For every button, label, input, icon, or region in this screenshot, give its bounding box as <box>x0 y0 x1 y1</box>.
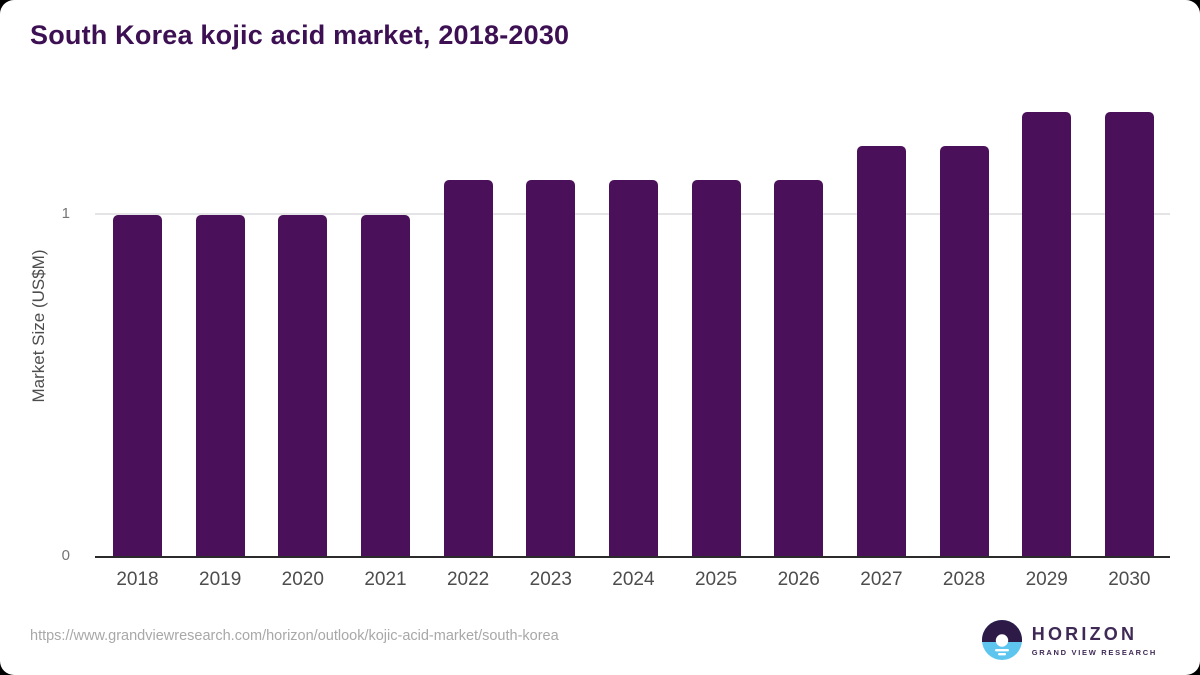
y-tick-label-0: 0 <box>61 547 70 564</box>
bar-2025 <box>691 180 741 556</box>
bar-column-2021: 2021 <box>360 95 410 590</box>
x-tick-label-2018: 2018 <box>116 569 159 590</box>
logo-text: HORIZON GRAND VIEW RESEARCH <box>1032 624 1157 657</box>
bar-column-2027: 2027 <box>856 95 906 590</box>
bar-2019 <box>195 214 245 556</box>
bar-column-2023: 2023 <box>526 95 576 590</box>
source-url: https://www.grandviewresearch.com/horizo… <box>30 628 559 644</box>
x-tick-label-2022: 2022 <box>446 569 490 590</box>
x-tick-label-2020: 2020 <box>281 569 324 590</box>
x-tick-label-2021: 2021 <box>364 569 407 590</box>
bar-2022 <box>443 180 493 556</box>
bar-column-2024: 2024 <box>608 95 658 590</box>
bar-column-2022: 2022 <box>443 95 493 590</box>
logo-tagline: GRAND VIEW RESEARCH <box>1031 647 1157 657</box>
x-tick-label-2030: 2030 <box>1108 569 1151 590</box>
bar-column-2030: 2030 <box>1104 95 1154 590</box>
bar-2030 <box>1104 112 1154 556</box>
x-tick-label-2026: 2026 <box>777 569 820 590</box>
bar-column-2025: 2025 <box>691 95 741 590</box>
bar-column-2028: 2028 <box>939 95 989 590</box>
chart-title: South Korea kojic acid market, 2018-2030 <box>30 20 570 50</box>
bar-column-2026: 2026 <box>774 95 824 590</box>
y-axis-title: Market Size (US$M) <box>29 249 48 403</box>
bar-2024 <box>608 180 658 556</box>
x-tick-label-2023: 2023 <box>529 569 572 590</box>
y-tick-label-1: 1 <box>61 204 70 222</box>
bar-2028 <box>939 146 989 556</box>
bar-2018 <box>113 214 162 556</box>
bar-column-2020: 2020 <box>278 95 328 590</box>
horizon-logo: HORIZON GRAND VIEW RESEARCH <box>981 620 1157 660</box>
x-tick-label-2029: 2029 <box>1025 569 1068 590</box>
bar-2023 <box>526 180 576 556</box>
bar-column-2019: 2019 <box>195 95 245 590</box>
horizon-logo-icon <box>981 620 1022 660</box>
bar-2029 <box>1022 112 1072 556</box>
bar-column-2018: 2018 <box>113 95 162 590</box>
bar-2021 <box>360 214 410 556</box>
x-tick-label-2025: 2025 <box>694 569 738 590</box>
logo-wordmark: HORIZON <box>1031 623 1138 644</box>
plot-area: 1 0 2018 2019 2020 2021 2022 2023 2024 2025 2026… <box>62 95 1170 590</box>
bar-column-2029: 2029 <box>1022 95 1072 590</box>
x-tick-label-2027: 2027 <box>860 569 903 590</box>
x-tick-label-2024: 2024 <box>612 569 655 590</box>
bar-2027 <box>856 146 906 556</box>
x-tick-label-2028: 2028 <box>942 569 986 590</box>
bar-2020 <box>278 214 328 556</box>
x-tick-label-2019: 2019 <box>199 569 242 590</box>
bar-2026 <box>774 180 824 556</box>
